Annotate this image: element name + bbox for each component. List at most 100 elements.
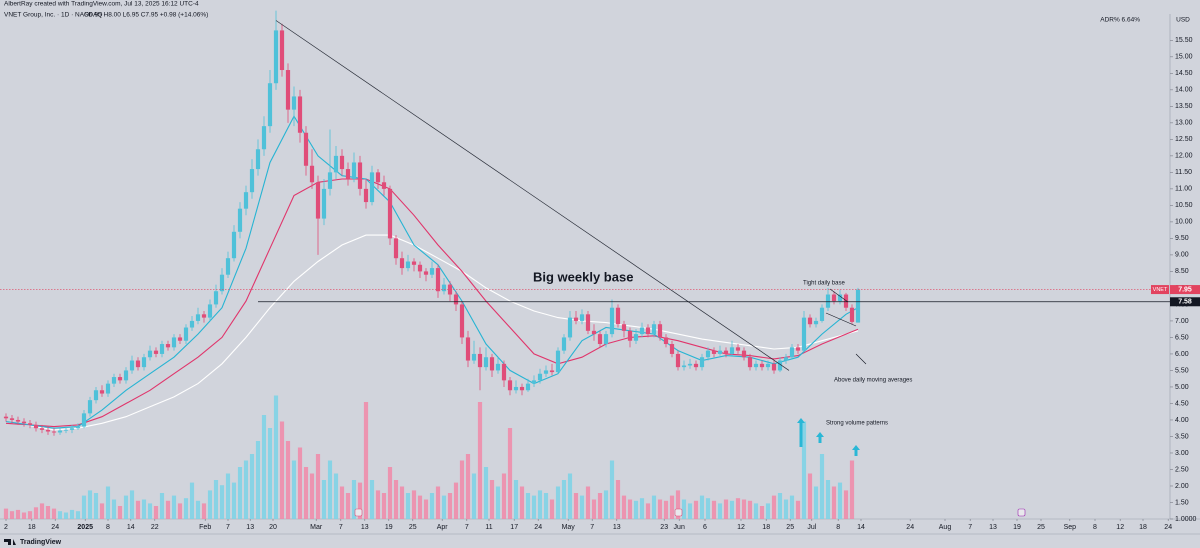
- candle-body: [21, 421, 27, 424]
- arrow: [816, 432, 824, 443]
- volume-bar: [717, 503, 723, 519]
- volume-bar: [603, 490, 609, 519]
- y-tick-label: 3.00: [1175, 450, 1189, 457]
- candle-body: [657, 324, 663, 338]
- x-tick-label: 19: [385, 524, 393, 531]
- volume-bar: [459, 460, 465, 519]
- volume-bar: [351, 480, 357, 519]
- drawing-line: [829, 288, 849, 303]
- candle-body: [441, 284, 447, 292]
- volume-bar: [237, 467, 243, 519]
- volume-bar: [525, 493, 531, 519]
- symbol-tag-label: VNET: [1153, 287, 1168, 293]
- y-tick-label: 4.00: [1175, 417, 1189, 424]
- volume-bar: [405, 493, 411, 519]
- x-tick-label: 13: [361, 524, 369, 531]
- volume-bar: [813, 486, 819, 519]
- y-tick-label: 5.00: [1175, 384, 1189, 391]
- volume-bar: [123, 495, 129, 519]
- candle-body: [207, 304, 213, 318]
- y-tick-label: 12.00: [1175, 153, 1193, 160]
- x-tick-label: 12: [737, 524, 745, 531]
- y-tick-label: 1.0000: [1175, 516, 1197, 523]
- y-tick-label: 4.50: [1175, 400, 1189, 407]
- candle-body: [843, 294, 849, 308]
- volume-bar: [399, 486, 405, 519]
- candle-body: [705, 350, 711, 358]
- candle-body: [849, 307, 855, 322]
- y-tick-label: 11.00: [1175, 186, 1192, 193]
- volume-bar: [225, 473, 231, 519]
- candle-body: [249, 169, 255, 193]
- volume-bar: [609, 460, 615, 519]
- volume-bar: [741, 499, 747, 519]
- x-tick-label: 24: [906, 524, 914, 531]
- y-tick-label: 6.00: [1175, 351, 1189, 358]
- candle-body: [201, 314, 207, 318]
- drawings: [825, 288, 867, 365]
- volume-bar: [57, 511, 63, 519]
- volume-bar: [255, 441, 261, 519]
- candle-body: [651, 324, 657, 335]
- y-tick-label: 2.00: [1175, 483, 1189, 490]
- candle-body: [699, 357, 705, 368]
- moving-average: [5, 234, 859, 431]
- candle-body: [117, 377, 123, 381]
- volume-bar: [567, 473, 573, 519]
- volume-bar: [585, 486, 591, 519]
- y-tick-label: 13.50: [1175, 103, 1193, 110]
- volume-bar: [285, 441, 291, 519]
- candle-body: [519, 386, 525, 391]
- y-tick-label: 3.50: [1175, 433, 1189, 440]
- candle-body: [333, 155, 339, 173]
- volume-bar: [495, 486, 501, 519]
- x-tick-label: 18: [1139, 524, 1147, 531]
- volume-bar: [249, 454, 255, 519]
- candle-body: [513, 386, 519, 391]
- volume-bar: [579, 495, 585, 519]
- y-tick-label: 2.50: [1175, 466, 1189, 473]
- x-tick-label: 6: [703, 524, 707, 531]
- candle-body: [339, 155, 345, 170]
- x-tick-label: 14: [127, 524, 135, 531]
- candle-body: [663, 337, 669, 345]
- candle-body: [681, 365, 687, 368]
- volume-bar: [129, 490, 135, 519]
- volume-bar: [705, 498, 711, 519]
- x-tick-label: 25: [786, 524, 794, 531]
- x-tick-label: Aug: [939, 524, 952, 531]
- volume-bar: [297, 447, 303, 519]
- candle-body: [831, 294, 837, 302]
- x-tick-label: Sep: [1064, 524, 1077, 531]
- y-tick-label: 10.50: [1175, 202, 1193, 209]
- volume-bar: [291, 460, 297, 519]
- candle-body: [603, 334, 609, 345]
- volume-bar: [327, 460, 333, 519]
- price-tag-value: 7.95: [1178, 286, 1192, 293]
- event-marker[interactable]: [354, 508, 363, 517]
- ohlc-readout: O6.95 H8.00 L6.95 C7.95 +0.98 (+14.06%): [84, 12, 208, 19]
- candle-body: [309, 165, 315, 183]
- annotation: Strong volume patterns: [826, 421, 888, 427]
- volume-bar: [33, 507, 39, 519]
- volume-bar: [675, 490, 681, 519]
- candle-body: [165, 344, 171, 348]
- candle-body: [753, 363, 759, 368]
- candle-body: [75, 426, 81, 429]
- event-marker[interactable]: [1017, 508, 1026, 517]
- candle-body: [303, 132, 309, 166]
- volume-bar: [723, 499, 729, 519]
- volume-bar: [219, 485, 225, 519]
- event-marker[interactable]: [674, 508, 683, 517]
- drawing-line: [855, 353, 867, 365]
- x-tick-label: 22: [151, 524, 159, 531]
- candle-body: [633, 334, 639, 341]
- volume-bar: [147, 503, 153, 519]
- x-tick-label: 13: [246, 524, 254, 531]
- x-tick-label: 8: [106, 524, 110, 531]
- volume-bar: [369, 480, 375, 519]
- candle-body: [321, 188, 327, 219]
- candle-body: [231, 231, 237, 259]
- candle-body: [363, 188, 369, 203]
